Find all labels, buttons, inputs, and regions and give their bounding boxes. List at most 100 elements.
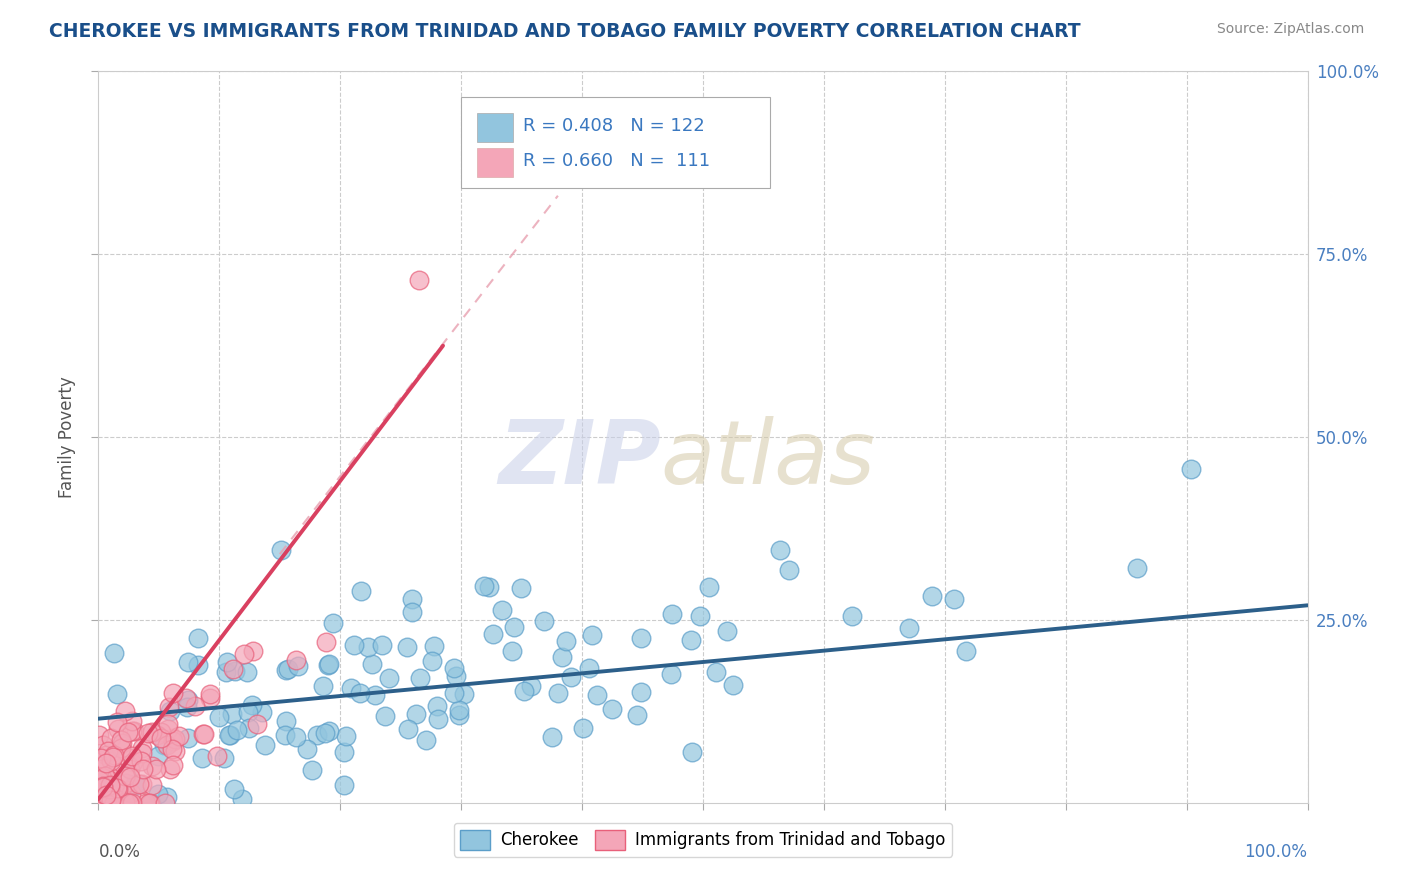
Point — [287, 659, 309, 673]
Point — [136, 726, 159, 740]
Point — [121, 749, 143, 764]
Point — [131, 777, 153, 791]
Text: 100.0%: 100.0% — [1244, 843, 1308, 861]
Point — [138, 796, 160, 810]
Point — [316, 658, 339, 673]
Point — [349, 686, 371, 700]
Point — [107, 781, 129, 796]
Point — [108, 795, 131, 809]
Point — [374, 709, 396, 723]
Point — [87, 796, 110, 810]
Point — [238, 706, 260, 720]
Point — [163, 732, 186, 747]
Point — [250, 705, 273, 719]
Point — [447, 704, 470, 718]
Point — [97, 744, 120, 758]
Point — [98, 769, 121, 783]
Point — [97, 786, 120, 800]
Point — [149, 731, 172, 745]
Point — [110, 740, 132, 755]
Point — [270, 542, 292, 557]
Point — [333, 778, 356, 792]
Point — [231, 792, 253, 806]
Point — [943, 591, 966, 606]
Point — [121, 755, 143, 769]
Point — [898, 621, 921, 635]
Point — [679, 632, 702, 647]
Point — [285, 730, 308, 744]
Text: R = 0.408   N = 122: R = 0.408 N = 122 — [523, 117, 704, 136]
Point — [98, 779, 121, 793]
Point — [177, 731, 200, 746]
Point — [141, 778, 163, 792]
Point — [242, 643, 264, 657]
Point — [212, 751, 235, 765]
Point — [547, 685, 569, 699]
Point — [841, 609, 863, 624]
Point — [101, 790, 124, 805]
Point — [314, 725, 336, 739]
Point — [311, 680, 333, 694]
Point — [121, 796, 143, 810]
Point — [97, 788, 120, 802]
Point — [129, 755, 152, 769]
Point — [94, 789, 117, 803]
Point — [626, 708, 648, 723]
Point — [697, 580, 720, 594]
Point — [87, 772, 110, 787]
Point — [415, 733, 437, 747]
Point — [215, 656, 238, 670]
Point — [117, 724, 139, 739]
Point — [423, 639, 446, 653]
Point — [426, 699, 449, 714]
Point — [681, 745, 703, 759]
Point — [162, 733, 184, 747]
Point — [145, 762, 167, 776]
Point — [176, 691, 198, 706]
Point — [322, 616, 344, 631]
Point — [98, 778, 121, 792]
Point — [301, 764, 323, 778]
Point — [405, 706, 427, 721]
Point — [541, 730, 564, 744]
Point — [205, 748, 228, 763]
Point — [274, 728, 297, 742]
Point — [103, 748, 125, 763]
Point — [357, 640, 380, 654]
Point — [315, 635, 337, 649]
Point — [96, 747, 118, 762]
Point — [115, 789, 138, 803]
Point — [453, 687, 475, 701]
Point — [208, 710, 231, 724]
Point — [91, 796, 114, 810]
Point — [276, 663, 298, 677]
Point — [572, 721, 595, 735]
Point — [162, 731, 184, 745]
Point — [254, 739, 277, 753]
Point — [94, 756, 117, 771]
FancyBboxPatch shape — [461, 97, 769, 188]
Point — [131, 741, 153, 756]
Point — [103, 761, 125, 775]
Point — [114, 704, 136, 718]
Point — [89, 790, 111, 805]
Point — [157, 722, 180, 736]
Point — [89, 790, 111, 805]
Point — [955, 644, 977, 658]
Point — [689, 609, 711, 624]
Point — [118, 796, 141, 810]
Point — [512, 683, 534, 698]
Point — [139, 796, 162, 810]
Point — [225, 723, 247, 738]
Point — [146, 748, 169, 763]
Point — [240, 698, 263, 712]
Point — [91, 780, 114, 795]
Point — [146, 787, 169, 801]
Point — [778, 563, 800, 577]
Point — [141, 796, 163, 810]
Point — [218, 728, 240, 742]
Point — [501, 644, 523, 658]
Point — [408, 273, 430, 287]
Point — [187, 631, 209, 645]
Point — [121, 714, 143, 729]
